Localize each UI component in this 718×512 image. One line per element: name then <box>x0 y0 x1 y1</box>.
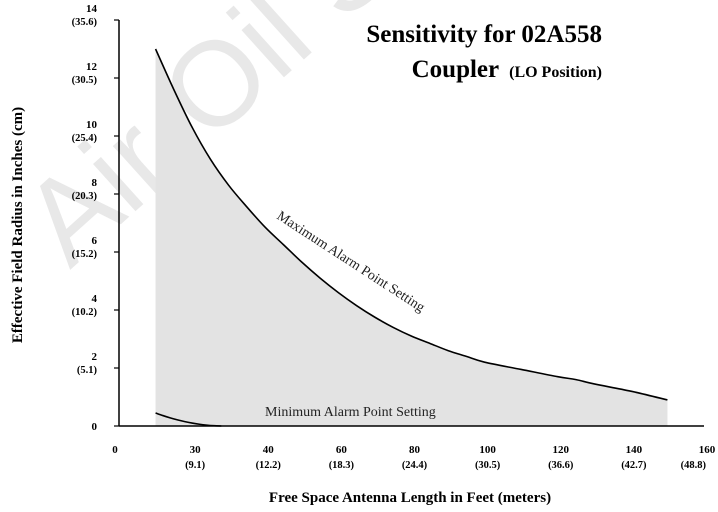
y-tick-label: 6 <box>92 235 98 247</box>
y-tick-sublabel: (30.5) <box>72 75 98 86</box>
x-tick-sublabel: (48.8) <box>681 460 707 471</box>
x-tick-label: 40 <box>263 444 275 456</box>
y-tick-label: 8 <box>92 177 98 189</box>
y-tick-label: 12 <box>86 61 98 73</box>
y-tick-label: 4 <box>92 293 98 305</box>
x-tick-sublabel: (42.7) <box>621 460 647 471</box>
x-tick-label: 60 <box>336 444 348 456</box>
x-tick-sublabel: (36.6) <box>548 460 574 471</box>
y-tick-label: 0 <box>92 421 98 433</box>
chart-title-main: Coupler <box>412 56 500 83</box>
y-tick-sublabel: (35.6) <box>72 17 98 28</box>
x-tick-sublabel: (9.1) <box>185 460 206 471</box>
y-tick-sublabel: (25.4) <box>72 133 98 144</box>
chart-title-line2: Coupler (LO Position) <box>412 56 602 83</box>
y-tick-sublabel: (15.2) <box>72 249 98 260</box>
x-axis-ticks: 0 30 (9.1) 40 (12.2) 60 (18.3) 80 (24.4) 100 (30.5… <box>112 444 716 471</box>
x-tick-label: 0 <box>112 444 118 456</box>
y-tick-sublabel: (10.2) <box>72 307 98 318</box>
x-tick-sublabel: (12.2) <box>256 460 282 471</box>
x-tick-label: 160 <box>699 444 716 456</box>
y-tick-sublabel: (20.3) <box>72 191 98 202</box>
x-tick-label: 100 <box>479 444 496 456</box>
x-tick-label: 120 <box>553 444 570 456</box>
y-tick-sublabel: (5.1) <box>77 365 98 376</box>
y-tick-label: 2 <box>92 351 98 363</box>
y-tick-label: 10 <box>86 119 98 131</box>
y-tick-label: 14 <box>86 3 98 15</box>
x-tick-label: 30 <box>190 444 202 456</box>
y-axis-title: Effective Field Radius in Inches (cm) <box>10 107 26 343</box>
chart-title-sub: (LO Position) <box>509 64 602 81</box>
y-axis-ticks: 0 2 (5.1) 4 (10.2) 6 (15.2) 8 (20.3) 10 (25.4) 12 (3… <box>72 3 119 433</box>
x-tick-sublabel: (18.3) <box>329 460 355 471</box>
x-tick-label: 80 <box>409 444 421 456</box>
x-tick-label: 140 <box>626 444 643 456</box>
alarm-range-shading <box>155 49 668 426</box>
x-tick-sublabel: (24.4) <box>402 460 428 471</box>
min-curve-label: Minimum Alarm Point Setting <box>265 405 436 420</box>
x-tick-sublabel: (30.5) <box>475 460 501 471</box>
x-axis-title: Free Space Antenna Length in Feet (meter… <box>269 490 551 506</box>
maximum-alarm-curve <box>154 48 668 401</box>
chart-title-line1: Sensitivity for 02A558 <box>366 21 602 48</box>
